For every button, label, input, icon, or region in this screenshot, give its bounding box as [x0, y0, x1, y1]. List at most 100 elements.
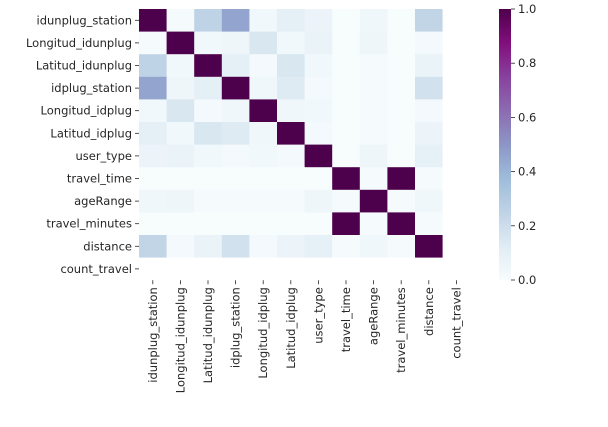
- x-tick-label: distance: [422, 287, 436, 336]
- heatmap-cell: [194, 167, 223, 191]
- heatmap-cell: [221, 31, 250, 55]
- heatmap-cell: [332, 235, 361, 258]
- heatmap-cell: [442, 212, 471, 236]
- colorbar-tick-label: 1.0: [518, 2, 536, 16]
- x-tick-label: idunplug_station: [146, 287, 160, 382]
- y-tick-label: Latitud_idunplug: [36, 59, 132, 73]
- heatmap-cell: [139, 257, 167, 281]
- heatmap-cell: [194, 54, 223, 78]
- y-axis: idunplug_station Longitud_idunplug Latitud…: [26, 13, 139, 276]
- heatmap-cell: [387, 122, 416, 145]
- heatmap-cell: [166, 257, 195, 281]
- heatmap-cell: [332, 31, 361, 55]
- heatmap-cell: [442, 76, 471, 100]
- heatmap-cell: [442, 144, 471, 168]
- colorbar-tick-label: 0.6: [518, 110, 536, 124]
- x-tick-label: Longitud_idplug: [256, 287, 270, 378]
- heatmap-cell: [304, 167, 333, 191]
- heatmap-cell: [415, 257, 443, 281]
- y-tick-label: Longitud_idplug: [41, 104, 132, 118]
- heatmap-cell: [387, 257, 416, 281]
- heatmap-cell: [415, 235, 443, 258]
- heatmap-cell: [277, 99, 305, 123]
- heatmap-cell: [415, 189, 443, 213]
- heatmap-cell: [387, 9, 416, 32]
- heatmap-cell: [139, 76, 167, 100]
- heatmap-cell: [359, 144, 388, 168]
- y-tick-label: idunplug_station: [37, 13, 132, 27]
- heatmap-cell: [332, 257, 361, 281]
- y-tick-label: Latitud_idplug: [50, 126, 132, 140]
- heatmap-cell: [249, 212, 278, 236]
- heatmap-cell: [359, 189, 388, 213]
- heatmap-cell: [387, 167, 416, 191]
- heatmap-cell: [139, 235, 167, 258]
- heatmap-cell: [194, 122, 223, 145]
- colorbar-tick-label: 0.4: [518, 165, 536, 179]
- heatmap-cell: [139, 54, 167, 78]
- heatmap-cell: [194, 257, 223, 281]
- heatmap-cell: [277, 235, 305, 258]
- heatmap-cell: [139, 31, 167, 55]
- heatmap-cell: [442, 31, 471, 55]
- heatmap-cell: [221, 122, 250, 145]
- heatmap-cell: [277, 31, 305, 55]
- heatmap-cell: [332, 189, 361, 213]
- heatmap-cell: [359, 54, 388, 78]
- heatmap-cell: [359, 76, 388, 100]
- heatmap-cell: [304, 144, 333, 168]
- heatmap-cell: [277, 257, 305, 281]
- heatmap-cell: [387, 99, 416, 123]
- x-tick-label: idplug_station: [229, 287, 243, 368]
- heatmap-cell: [166, 9, 195, 32]
- heatmap-cell: [304, 212, 333, 236]
- heatmap-cell: [166, 76, 195, 100]
- heatmap-cell: [387, 31, 416, 55]
- x-tick-label: user_type: [311, 287, 325, 344]
- heatmap-cell: [332, 122, 361, 145]
- heatmap-cell: [221, 167, 250, 191]
- heatmap-cell: [442, 235, 471, 258]
- heatmap-cell: [166, 189, 195, 213]
- y-tick-label: travel_time: [67, 172, 132, 186]
- heatmap-cell: [415, 167, 443, 191]
- y-tick-label: ageRange: [74, 194, 132, 208]
- heatmap-cell: [221, 257, 250, 281]
- heatmap-cell: [249, 189, 278, 213]
- heatmap-cell: [221, 144, 250, 168]
- heatmap-cell: [387, 189, 416, 213]
- heatmap-cell: [194, 189, 223, 213]
- heatmap-cell: [139, 189, 167, 213]
- heatmap-cell: [304, 99, 333, 123]
- heatmap-cell: [249, 99, 278, 123]
- heatmap-cell: [387, 212, 416, 236]
- heatmap-cell: [221, 9, 250, 32]
- heatmap-cell: [277, 144, 305, 168]
- y-tick-label: user_type: [75, 149, 132, 163]
- y-tick-label: Longitud_idunplug: [26, 36, 132, 50]
- heatmap-cell: [139, 122, 167, 145]
- heatmap-cell: [442, 257, 471, 281]
- heatmap-cell: [442, 9, 471, 32]
- heatmap-cell: [332, 167, 361, 191]
- heatmap-cell: [387, 54, 416, 78]
- heatmap-cell: [194, 31, 223, 55]
- heatmap-cell: [359, 122, 388, 145]
- heatmap-cell: [194, 235, 223, 258]
- heatmap-cell: [249, 54, 278, 78]
- heatmap-cell: [359, 9, 388, 32]
- y-tick-label: idplug_station: [51, 81, 132, 95]
- heatmap-cell: [249, 235, 278, 258]
- x-axis: idunplug_station Longitud_idunplug Latitud…: [146, 280, 463, 393]
- x-tick-label: Longitud_idunplug: [173, 287, 187, 393]
- heatmap-cell: [277, 167, 305, 191]
- heatmap-cell: [221, 235, 250, 258]
- heatmap-cell: [221, 212, 250, 236]
- heatmap-cell: [249, 122, 278, 145]
- heatmap-cell: [304, 76, 333, 100]
- heatmap-cell: [194, 76, 223, 100]
- heatmap-cell: [277, 122, 305, 145]
- heatmap-cell: [166, 122, 195, 145]
